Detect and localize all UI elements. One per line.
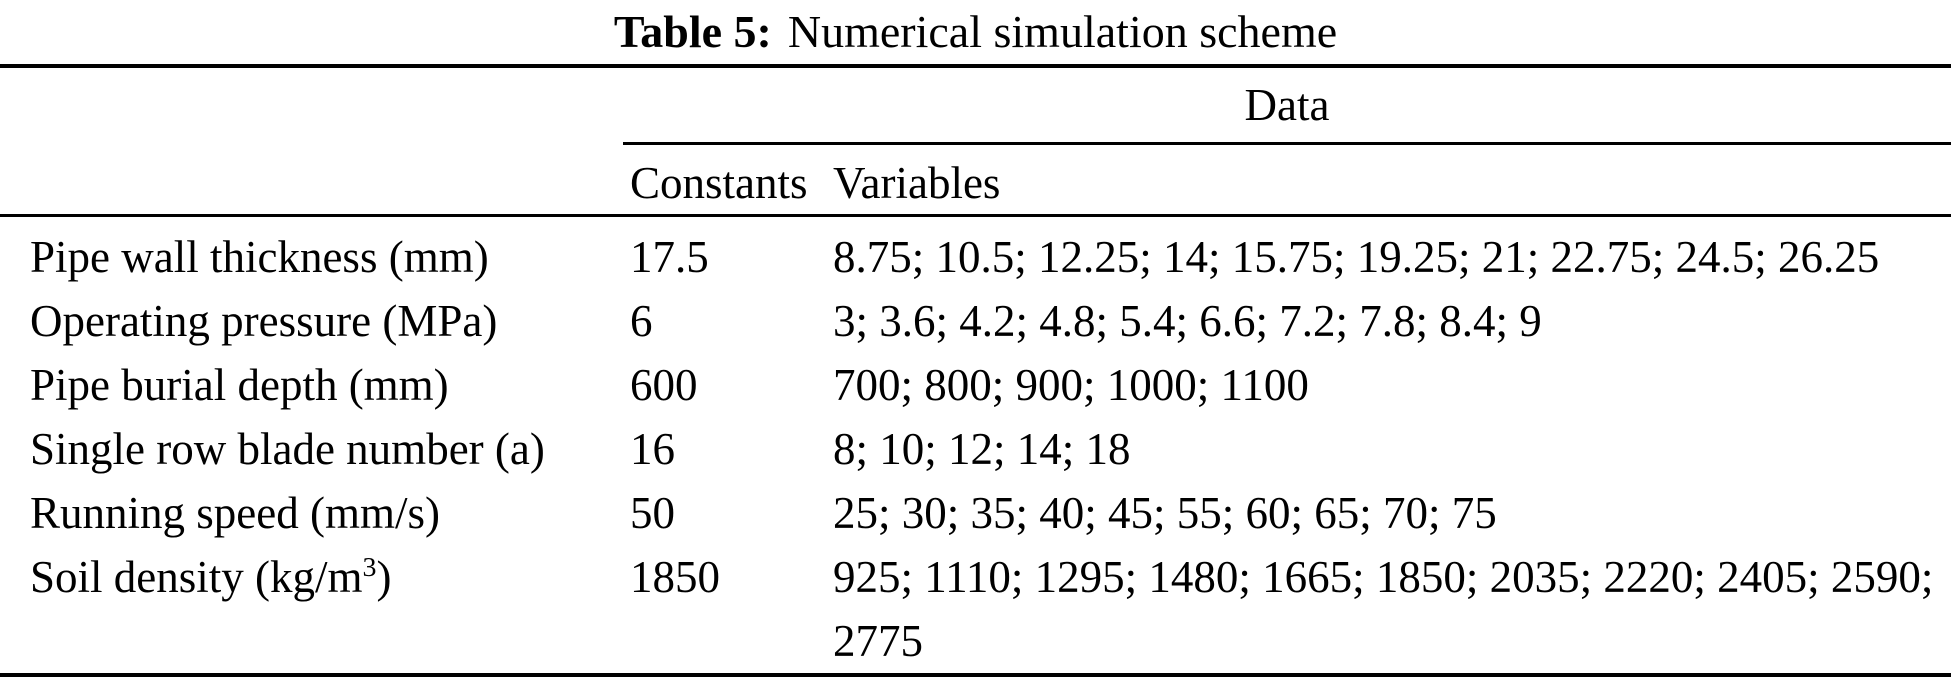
constant-cell: 600 xyxy=(630,360,698,410)
table-row: Pipe burial depth (mm) 600 700; 800; 900… xyxy=(0,353,1951,417)
parameter-cell: Operating pressure (MPa) xyxy=(0,289,630,353)
table-caption: Table 5: Numerical simulation scheme xyxy=(0,0,1951,64)
variables-cell: 700; 800; 900; 1000; 1100 xyxy=(833,360,1309,410)
parameter-label: Soil density (kg/m xyxy=(30,552,363,602)
variables-cell: 3; 3.6; 4.2; 4.8; 5.4; 6.6; 7.2; 7.8; 8.… xyxy=(833,296,1542,346)
table-row: Operating pressure (MPa) 6 3; 3.6; 4.2; … xyxy=(0,289,1951,353)
parameter-label: Pipe wall thickness (mm) xyxy=(30,232,489,282)
parameter-cell: Pipe burial depth (mm) xyxy=(0,353,630,417)
variables-cell: 25; 30; 35; 40; 45; 55; 60; 65; 70; 75 xyxy=(833,488,1497,538)
constant-cell: 17.5 xyxy=(630,232,709,282)
table-body: Pipe wall thickness (mm) 17.5 8.75; 10.5… xyxy=(0,217,1951,677)
constant-cell: 50 xyxy=(630,488,675,538)
variables-cell: 8; 10; 12; 14; 18 xyxy=(833,424,1131,474)
constant-cell: 16 xyxy=(630,424,675,474)
table-caption-title: Numerical simulation scheme xyxy=(787,6,1338,57)
table-caption-number: Table 5: xyxy=(613,6,772,57)
group-header-rule xyxy=(623,142,1951,145)
parameter-label: Running speed (mm/s) xyxy=(30,488,440,538)
group-header-data: Data xyxy=(1244,80,1330,130)
parameter-cell: Running speed (mm/s) xyxy=(0,481,630,545)
parameter-cell: Pipe wall thickness (mm) xyxy=(0,225,630,289)
variables-cell: 925; 1110; 1295; 1480; 1665; 1850; 2035;… xyxy=(833,552,1934,666)
parameter-cell: Single row blade number (a) xyxy=(0,417,630,481)
parameter-cell: Soil density (kg/m3) xyxy=(0,545,630,673)
constant-cell: 1850 xyxy=(630,552,720,602)
parameter-label: Single row blade number (a) xyxy=(30,424,545,474)
table-row: Single row blade number (a) 16 8; 10; 12… xyxy=(0,417,1951,481)
constant-cell: 6 xyxy=(630,296,653,346)
table-group-header-band: Data xyxy=(0,64,1951,145)
variables-cell: 8.75; 10.5; 12.25; 14; 15.75; 19.25; 21;… xyxy=(833,232,1880,282)
column-header-row: Constants Variables xyxy=(0,145,1951,217)
table-row: Running speed (mm/s) 50 25; 30; 35; 40; … xyxy=(0,481,1951,545)
column-header-constants: Constants xyxy=(630,158,808,208)
parameter-label: Operating pressure (MPa) xyxy=(30,296,498,346)
parameter-label: Pipe burial depth (mm) xyxy=(30,360,449,410)
parameter-superscript: 3 xyxy=(362,552,377,583)
parameter-label-close: ) xyxy=(376,552,392,602)
table-row: Soil density (kg/m3) 1850 925; 1110; 129… xyxy=(0,545,1951,673)
column-header-variables: Variables xyxy=(833,158,1001,208)
table-row: Pipe wall thickness (mm) 17.5 8.75; 10.5… xyxy=(0,225,1951,289)
